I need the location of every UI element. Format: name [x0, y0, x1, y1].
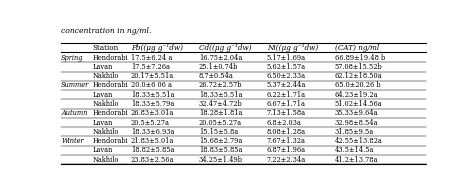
- Text: 20.5±5.27a: 20.5±5.27a: [131, 118, 170, 126]
- Text: 57.08±15.52b: 57.08±15.52b: [335, 63, 383, 71]
- Text: Spring: Spring: [61, 54, 83, 62]
- Text: 6.22±1.71a: 6.22±1.71a: [267, 91, 306, 99]
- Text: 23.83±2.56a: 23.83±2.56a: [131, 156, 174, 163]
- Text: 18.82±5.85a: 18.82±5.85a: [131, 146, 174, 154]
- Text: Nakhilo: Nakhilo: [92, 128, 118, 136]
- Text: 6.8±2.03a: 6.8±2.03a: [267, 118, 301, 126]
- Text: 18.33±5.79a: 18.33±5.79a: [131, 100, 174, 108]
- Text: 51.02±14.56a: 51.02±14.56a: [335, 100, 383, 108]
- Text: 8.08±1.28a: 8.08±1.28a: [267, 128, 306, 136]
- Text: 26.83±3.01a: 26.83±3.01a: [131, 109, 174, 117]
- Text: Lavan: Lavan: [92, 118, 113, 126]
- Text: 17.5±7.26a: 17.5±7.26a: [131, 63, 170, 71]
- Text: 31.85±9.5a: 31.85±9.5a: [335, 128, 374, 136]
- Text: Summer: Summer: [61, 81, 89, 89]
- Text: 5.62±1.57a: 5.62±1.57a: [267, 63, 306, 71]
- Text: 16.75±2.04a: 16.75±2.04a: [199, 54, 242, 62]
- Text: Ni((μg g⁻¹dw): Ni((μg g⁻¹dw): [267, 44, 318, 52]
- Text: Cd((μg g⁻¹dw): Cd((μg g⁻¹dw): [199, 44, 252, 52]
- Text: 20.0±6 06 a: 20.0±6 06 a: [131, 81, 172, 89]
- Text: 43.5±14.5a: 43.5±14.5a: [335, 146, 374, 154]
- Text: 18.33±5.51a: 18.33±5.51a: [199, 91, 242, 99]
- Text: 42.55±13.82a: 42.55±13.82a: [335, 137, 383, 145]
- Text: 21.83±5.01a: 21.83±5.01a: [131, 137, 174, 145]
- Text: 26.72±2.57b: 26.72±2.57b: [199, 81, 242, 89]
- Text: 7.22±2.34a: 7.22±2.34a: [267, 156, 306, 163]
- Text: 66.89±19.48 b: 66.89±19.48 b: [335, 54, 385, 62]
- Text: 25.1±0.74b: 25.1±0.74b: [199, 63, 238, 71]
- Text: 35.33±9.64a: 35.33±9.64a: [335, 109, 378, 117]
- Text: 6.67±1.71a: 6.67±1.71a: [267, 100, 306, 108]
- Text: 15.68±2.79a: 15.68±2.79a: [199, 137, 242, 145]
- Text: 41.2±13.78a: 41.2±13.78a: [335, 156, 378, 163]
- Text: concentration in ng/ml.: concentration in ng/ml.: [61, 27, 152, 35]
- Text: 6.50±2.33a: 6.50±2.33a: [267, 72, 306, 80]
- Text: 18.28±1.81a: 18.28±1.81a: [199, 109, 242, 117]
- Text: 17.5±6.24 a: 17.5±6.24 a: [131, 54, 172, 62]
- Text: 20.17±5.51a: 20.17±5.51a: [131, 72, 174, 80]
- Text: Nakhilo: Nakhilo: [92, 72, 118, 80]
- Text: 18.33±5.51a: 18.33±5.51a: [131, 91, 174, 99]
- Text: 32.98±8.54a: 32.98±8.54a: [335, 118, 378, 126]
- Text: Nakhilo: Nakhilo: [92, 156, 118, 163]
- Text: 18.33±6.93a: 18.33±6.93a: [131, 128, 174, 136]
- Text: 65.0±20.26 b: 65.0±20.26 b: [335, 81, 381, 89]
- Text: Lavan: Lavan: [92, 146, 113, 154]
- Text: Nakhilo: Nakhilo: [92, 100, 118, 108]
- Text: 7.13±1.58a: 7.13±1.58a: [267, 109, 306, 117]
- Text: Lavan: Lavan: [92, 91, 113, 99]
- Text: Station: Station: [92, 44, 118, 52]
- Text: Hendorabi: Hendorabi: [92, 54, 128, 62]
- Text: (CAT) ng/ml: (CAT) ng/ml: [335, 44, 379, 52]
- Text: 18.83±5.85a: 18.83±5.85a: [199, 146, 242, 154]
- Text: 5.17±1.69a: 5.17±1.69a: [267, 54, 306, 62]
- Text: 64.23±19.2a: 64.23±19.2a: [335, 91, 378, 99]
- Text: Hendorabi: Hendorabi: [92, 137, 128, 145]
- Text: 15.15±5.8a: 15.15±5.8a: [199, 128, 238, 136]
- Text: 62.12±18.50a: 62.12±18.50a: [335, 72, 383, 80]
- Text: 7.67±1.32a: 7.67±1.32a: [267, 137, 306, 145]
- Text: Autumn: Autumn: [61, 109, 88, 117]
- Text: Pb((μg g⁻¹dw): Pb((μg g⁻¹dw): [131, 44, 183, 52]
- Text: 32.47±4.72b: 32.47±4.72b: [199, 100, 243, 108]
- Text: 20.05±5.27a: 20.05±5.27a: [199, 118, 242, 126]
- Text: Lavan: Lavan: [92, 63, 113, 71]
- Text: Winter: Winter: [61, 137, 84, 145]
- Text: Hendorabi: Hendorabi: [92, 81, 128, 89]
- Text: Hendorabi: Hendorabi: [92, 109, 128, 117]
- Text: 6.87±1.96a: 6.87±1.96a: [267, 146, 306, 154]
- Text: 34.25±1.49b: 34.25±1.49b: [199, 156, 243, 163]
- Text: 8.7±0.54a: 8.7±0.54a: [199, 72, 234, 80]
- Text: 5.37±2.44a: 5.37±2.44a: [267, 81, 306, 89]
